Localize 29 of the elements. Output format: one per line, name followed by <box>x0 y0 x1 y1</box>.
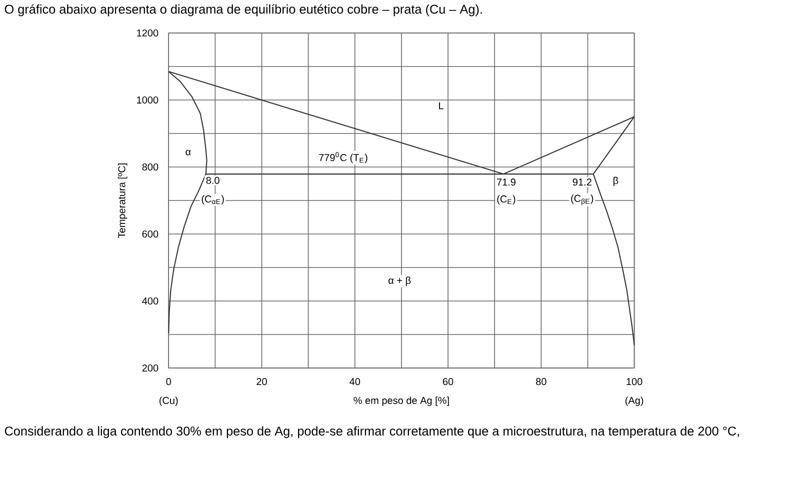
text: (Cu) <box>160 396 178 406</box>
y-tick-label: 1000 <box>137 96 158 104</box>
x-tick-label: 60 <box>442 378 454 386</box>
annotation: 91.2 <box>572 178 592 186</box>
y-axis-title: Temperatura [ºC] <box>118 164 128 238</box>
annotation: (C$_{E}$) <box>497 195 516 204</box>
text: Considerando a liga contendo 30% em peso de Ag, pode-se afirmar corretamente que a microestrutura, na temperatura de 200 °C, <box>4 426 739 438</box>
x-tick-label: 20 <box>256 378 267 386</box>
y-tick-label: 400 <box>142 297 158 305</box>
annotation: (C$_{βE}$) <box>571 194 594 206</box>
x-tick-label: 80 <box>536 378 546 386</box>
annotation: α + β <box>388 276 411 286</box>
annotation: (C$_{αE}$) <box>202 195 224 204</box>
annotation: 779$^{0}$C (T$_{E}$) <box>319 152 368 164</box>
text: (Ag) <box>625 396 644 406</box>
y-tick-label: 800 <box>142 163 158 171</box>
y-tick-label: 600 <box>142 230 158 238</box>
annotation: L <box>439 102 444 110</box>
x-axis-title: % em peso de Ag [%] <box>354 396 449 406</box>
x-tick-label: 0 <box>166 378 171 386</box>
annotation: β <box>613 176 618 186</box>
y-tick-label: 1200 <box>137 29 158 37</box>
x-tick-label: 100 <box>626 378 642 386</box>
annotation: 71.9 <box>497 178 516 186</box>
x-tick-label: 40 <box>350 378 360 386</box>
annotation: α <box>186 150 191 156</box>
annotation: 8.0 <box>206 176 220 184</box>
chart-title: O gráfico abaixo apresenta o diagrama de equilíbrio eutético cobre – prata (Cu – Ag). <box>4 4 482 16</box>
y-tick-label: 200 <box>142 364 158 372</box>
